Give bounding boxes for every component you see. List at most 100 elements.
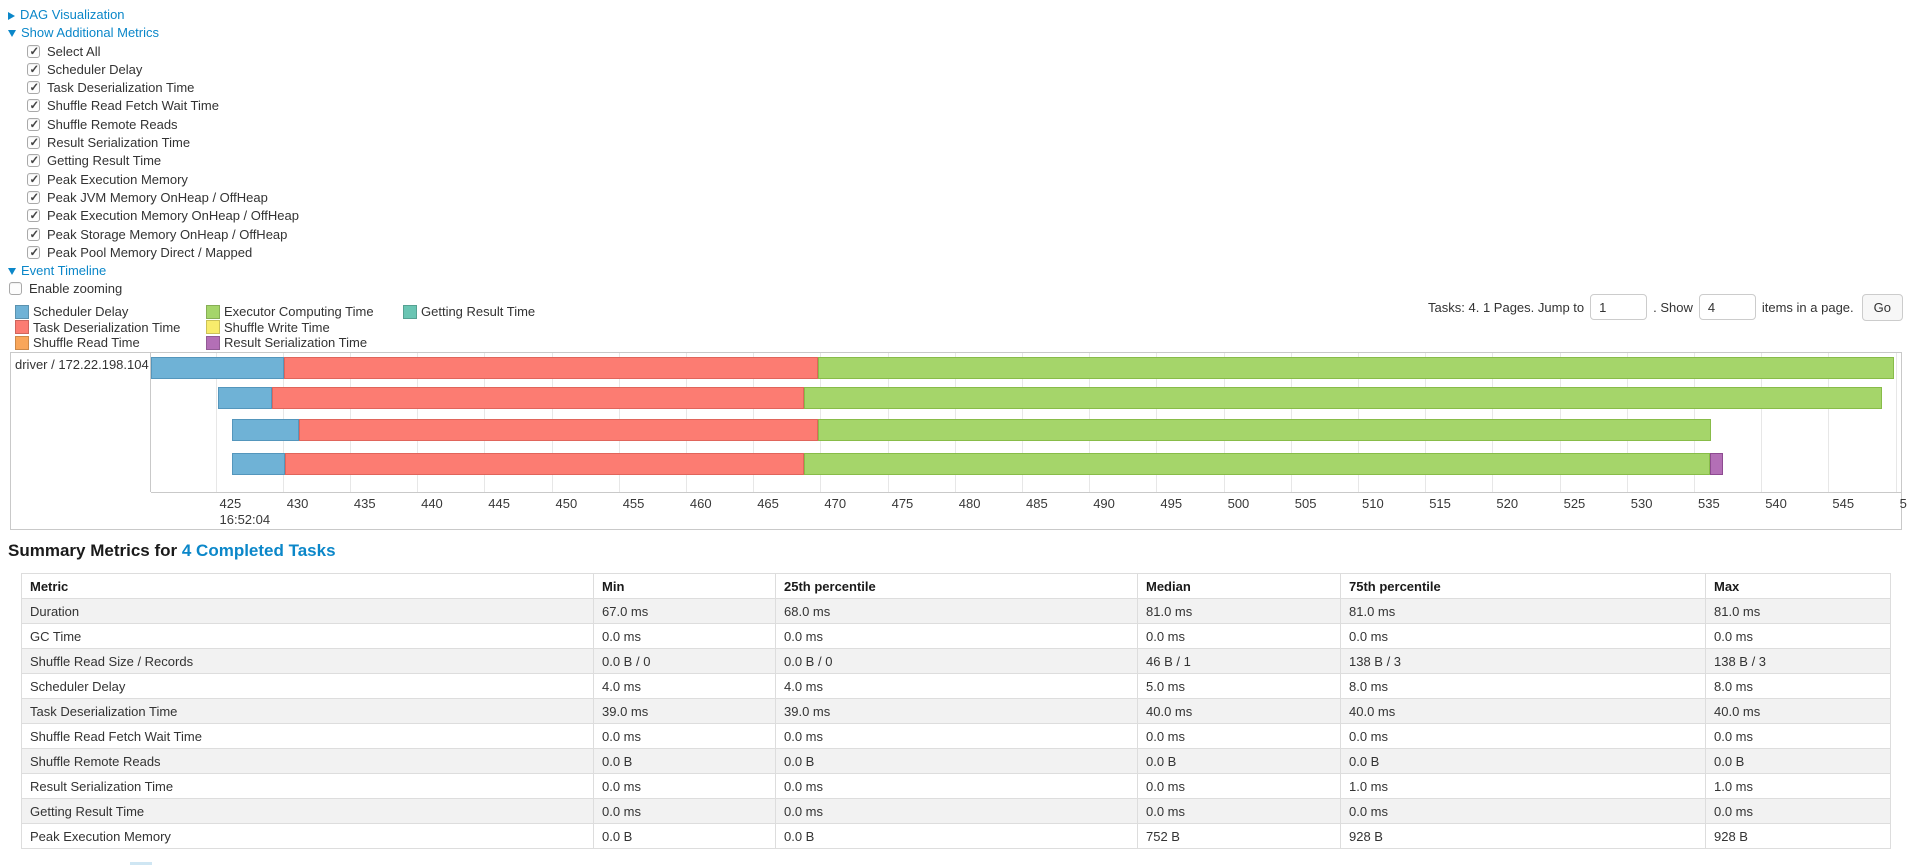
task-4-scheduler-delay-segment[interactable] bbox=[231, 453, 286, 475]
table-row: Shuffle Remote Reads 0.0 B 0.0 B 0.0 B 0.0 B… bbox=[21, 748, 1891, 774]
task-pagination-bar: Tasks: 4. 1 Pages. Jump to . Show items … bbox=[1428, 291, 1903, 323]
legend-swatch-icon bbox=[15, 335, 29, 350]
task-2-executor-computing-segment[interactable] bbox=[804, 387, 1883, 409]
metric-value-cell: 0.0 ms bbox=[1705, 798, 1891, 824]
metric-value-cell: 40.0 ms bbox=[1705, 698, 1891, 724]
legend-label: Getting Result Time bbox=[421, 304, 536, 319]
metric-checkbox[interactable] bbox=[27, 152, 40, 171]
go-button[interactable]: Go bbox=[1861, 293, 1903, 321]
metric-value-cell: 40.0 ms bbox=[1137, 698, 1341, 724]
event-timeline-toggle[interactable]: Event Timeline bbox=[8, 262, 299, 280]
metric-checkbox-row: Scheduler Delay bbox=[8, 61, 299, 79]
metric-value-cell: 8.0 ms bbox=[1340, 673, 1706, 699]
metric-value-cell: 0.0 ms bbox=[775, 798, 1138, 824]
metric-name-cell: GC Time bbox=[21, 623, 594, 649]
metric-value-cell: 0.0 B / 0 bbox=[775, 648, 1138, 674]
metric-name-cell: Task Deserialization Time bbox=[21, 698, 594, 724]
metric-checkbox-label: Peak Execution Memory OnHeap / OffHeap bbox=[47, 208, 299, 224]
metric-value-cell: 39.0 ms bbox=[593, 698, 776, 724]
metric-checkbox[interactable] bbox=[27, 226, 40, 244]
metric-value-cell: 0.0 B bbox=[593, 823, 776, 849]
metric-checkbox[interactable] bbox=[27, 43, 40, 61]
completed-tasks-link[interactable]: 4 Completed Tasks bbox=[181, 541, 336, 560]
axis-tick-label: 520 bbox=[1496, 496, 1519, 511]
jump-to-page-input[interactable] bbox=[1590, 294, 1648, 320]
metric-value-cell: 928 B bbox=[1705, 823, 1891, 849]
metric-checkbox[interactable] bbox=[27, 61, 40, 79]
metric-value-cell: 0.0 ms bbox=[1137, 623, 1341, 649]
task-1-executor-computing-segment[interactable] bbox=[817, 357, 1895, 379]
show-additional-metrics-label: Show Additional Metrics bbox=[21, 25, 160, 41]
metric-value-cell: 0.0 B / 0 bbox=[593, 648, 776, 674]
axis-tick-label: 460 bbox=[689, 496, 712, 511]
task-4-executor-computing-segment[interactable] bbox=[804, 453, 1711, 475]
task-3-task-deserialization-segment[interactable] bbox=[298, 419, 818, 441]
legend-item-getting_result: Getting Result Time bbox=[403, 304, 535, 320]
axis-gridline bbox=[1828, 353, 1830, 492]
caret-down-icon bbox=[8, 268, 16, 276]
metric-checkbox-row: Result Serialization Time bbox=[8, 134, 299, 152]
metric-checkbox[interactable] bbox=[27, 116, 40, 134]
metric-value-cell: 0.0 ms bbox=[1340, 798, 1706, 824]
metric-name-cell: Getting Result Time bbox=[21, 798, 594, 824]
metric-checkbox[interactable] bbox=[27, 79, 40, 97]
metric-value-cell: 0.0 ms bbox=[775, 623, 1138, 649]
enable-zooming-checkbox[interactable] bbox=[9, 282, 22, 296]
metric-checkbox[interactable] bbox=[27, 189, 40, 207]
axis-tick-label: 485 bbox=[1026, 496, 1048, 511]
metric-value-cell: 0.0 B bbox=[1340, 748, 1706, 774]
metric-value-cell: 0.0 ms bbox=[593, 623, 776, 649]
metric-value-cell: 4.0 ms bbox=[593, 673, 776, 699]
task-4-result-serialization-segment[interactable] bbox=[1710, 453, 1724, 475]
task-1-scheduler-delay-segment[interactable] bbox=[151, 357, 285, 379]
table-row: Shuffle Read Fetch Wait Time 0.0 ms 0.0 ms… bbox=[21, 723, 1891, 749]
timeline-legend: Scheduler Delay Task Deserialization Time… bbox=[15, 304, 535, 351]
task-1-task-deserialization-segment[interactable] bbox=[284, 357, 818, 379]
legend-column: Executor Computing Time Shuffle Write Tim… bbox=[206, 304, 403, 351]
axis-tick-label: 480 bbox=[958, 496, 981, 511]
summary-col-header: Max bbox=[1705, 573, 1891, 599]
axis-tick-label: 430 bbox=[286, 496, 309, 511]
metric-value-cell: 4.0 ms bbox=[775, 673, 1138, 699]
metric-value-cell: 81.0 ms bbox=[1137, 598, 1341, 624]
legend-item-task_deserialization: Task Deserialization Time bbox=[15, 320, 206, 336]
dag-visualization-toggle[interactable]: DAG Visualization bbox=[8, 6, 299, 24]
dag-visualization-label: DAG Visualization bbox=[20, 7, 125, 22]
task-3-scheduler-delay-segment[interactable] bbox=[231, 419, 299, 441]
metric-value-cell: 0.0 B bbox=[593, 748, 776, 774]
metric-checkbox[interactable] bbox=[27, 171, 40, 189]
enable-zooming-label: Enable zooming bbox=[29, 281, 123, 297]
legend-item-shuffle_read: Shuffle Read Time bbox=[15, 335, 206, 351]
metric-checkbox-label: Result Serialization Time bbox=[47, 135, 191, 151]
metric-checkbox-label: Peak Storage Memory OnHeap / OffHeap bbox=[47, 226, 288, 242]
metric-checkbox-row: Peak Execution Memory bbox=[8, 171, 299, 189]
metric-value-cell: 0.0 B bbox=[1137, 748, 1341, 774]
summary-metrics-title: Summary Metrics for 4 Completed Tasks bbox=[8, 541, 336, 561]
metric-checkbox[interactable] bbox=[27, 207, 40, 226]
metric-value-cell: 0.0 ms bbox=[1705, 623, 1891, 649]
tasks-count-label: Tasks: 4. 1 Pages. Jump to bbox=[1428, 299, 1585, 315]
show-additional-metrics-toggle[interactable]: Show Additional Metrics bbox=[8, 24, 299, 42]
task-3-executor-computing-segment[interactable] bbox=[817, 419, 1712, 441]
event-timeline-label: Event Timeline bbox=[21, 263, 107, 279]
metric-name-cell: Peak Execution Memory bbox=[21, 823, 594, 849]
metric-checkbox[interactable] bbox=[27, 134, 40, 152]
axis-tick-label: 450 bbox=[555, 496, 578, 511]
metric-value-cell: 928 B bbox=[1340, 823, 1706, 849]
metric-value-cell: 0.0 ms bbox=[775, 723, 1138, 749]
legend-swatch-icon bbox=[15, 304, 29, 319]
task-4-task-deserialization-segment[interactable] bbox=[285, 453, 805, 475]
axis-tick-label: 545 bbox=[1832, 496, 1855, 511]
task-2-scheduler-delay-segment[interactable] bbox=[218, 387, 272, 409]
metric-checkbox[interactable] bbox=[27, 97, 40, 116]
metric-value-cell: 0.0 ms bbox=[1705, 723, 1891, 749]
items-per-page-input[interactable] bbox=[1698, 294, 1756, 320]
task-2-task-deserialization-segment[interactable] bbox=[272, 387, 805, 409]
metric-checkbox[interactable] bbox=[27, 244, 40, 262]
axis-tick-label: 440 bbox=[421, 496, 443, 511]
table-row: Duration 67.0 ms 68.0 ms 81.0 ms 81.0 ms 81.0… bbox=[21, 598, 1891, 624]
summary-col-header: Min bbox=[593, 573, 776, 599]
summary-title-prefix: Summary Metrics for bbox=[8, 541, 178, 560]
axis-tick-label: 540 bbox=[1765, 496, 1787, 511]
axis-tick-label: 530 bbox=[1630, 496, 1653, 511]
